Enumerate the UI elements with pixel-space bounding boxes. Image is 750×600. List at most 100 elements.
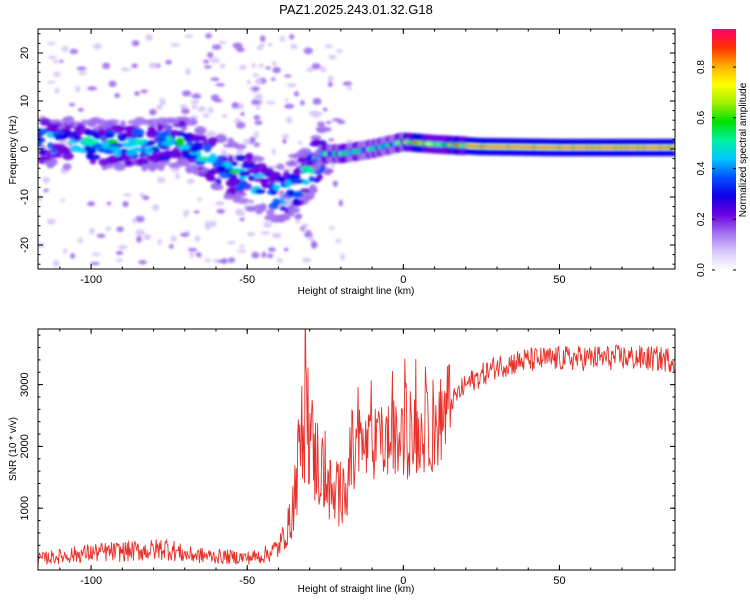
spectrogram-cell bbox=[297, 156, 306, 162]
spectrogram-cell bbox=[181, 108, 190, 115]
spectrogram-ytick-label: -20 bbox=[19, 237, 31, 253]
snr-series-line bbox=[38, 329, 675, 565]
snr-frame bbox=[37, 328, 676, 571]
spectrogram-cell bbox=[317, 121, 325, 127]
spectrogram-cell bbox=[105, 132, 114, 139]
spectrogram-cell bbox=[327, 75, 334, 83]
spectrogram-cell bbox=[252, 73, 260, 78]
spectrogram-cell bbox=[91, 252, 101, 256]
spectrogram-cell bbox=[223, 143, 237, 148]
spectrogram-cell bbox=[297, 214, 303, 219]
spectrogram-cell bbox=[196, 156, 209, 162]
spectrogram-cell bbox=[255, 105, 261, 110]
spectrogram-cell bbox=[327, 81, 333, 88]
spectrogram-cell bbox=[170, 43, 181, 47]
spectrogram-cell bbox=[157, 151, 171, 156]
spectrogram-cell bbox=[189, 251, 195, 259]
spectrogram-cell bbox=[236, 197, 250, 204]
spectrogram-cell bbox=[258, 63, 264, 68]
spectrogram-cell bbox=[89, 227, 95, 235]
spectrogram-cell bbox=[189, 115, 199, 120]
spectrogram-cell bbox=[260, 231, 270, 235]
spectrogram-cell bbox=[240, 112, 245, 117]
spectrogram-cell bbox=[190, 99, 200, 105]
spectrogram-cell bbox=[38, 128, 48, 135]
spectrogram-cell bbox=[273, 218, 281, 223]
spectrogram-cell bbox=[253, 131, 260, 138]
spectrogram-cell bbox=[302, 257, 312, 263]
spectrogram-cell bbox=[210, 220, 217, 227]
spectrogram-cell bbox=[156, 162, 165, 171]
spectrogram-cell bbox=[68, 103, 76, 107]
snr-ylabel: SNR (10 * v/v) bbox=[8, 417, 19, 481]
snr-xtick-label: 50 bbox=[553, 575, 565, 587]
spectrogram-cell bbox=[52, 59, 61, 64]
spectrogram-cell bbox=[209, 57, 220, 64]
spectrogram-cell bbox=[156, 123, 164, 132]
spectrogram-cell bbox=[69, 48, 79, 55]
spectrogram-cell bbox=[186, 178, 195, 184]
snr-xtick-label: -50 bbox=[239, 575, 255, 587]
spectrogram-cell bbox=[303, 47, 313, 55]
spectrogram-cell bbox=[337, 120, 346, 125]
spectrogram-ytick-label: 10 bbox=[19, 95, 31, 107]
spectrogram-cell bbox=[279, 190, 285, 195]
spectrogram-cell bbox=[136, 235, 142, 243]
snr-xlabel: Height of straight line (km) bbox=[298, 584, 415, 595]
snr-ytick-label: 1000 bbox=[19, 496, 31, 520]
spectrogram-cell bbox=[49, 119, 63, 124]
spectrogram-cell bbox=[239, 64, 247, 71]
spectrogram-cell bbox=[96, 233, 106, 238]
spectrogram-cell bbox=[235, 121, 246, 129]
spectrogram-cell bbox=[342, 81, 353, 86]
spectrogram-cell bbox=[47, 80, 56, 84]
spectrogram-cell bbox=[38, 139, 43, 148]
spectrogram-cell bbox=[131, 63, 138, 69]
spectrogram-cell bbox=[328, 138, 335, 142]
spectrogram-cell bbox=[134, 91, 140, 96]
spectrogram-cell bbox=[669, 138, 675, 145]
spectrogram-cell bbox=[68, 139, 77, 144]
spectrogram-cell bbox=[227, 154, 234, 164]
spectrogram-xtick-label: 0 bbox=[400, 274, 406, 286]
spectrogram-cell bbox=[324, 44, 333, 49]
spectrogram-cell bbox=[254, 188, 266, 194]
spectrogram-cell bbox=[179, 104, 188, 110]
spectrogram-cell bbox=[116, 258, 123, 263]
spectrogram-cell bbox=[157, 176, 166, 184]
spectrogram-cell bbox=[166, 136, 174, 143]
spectrogram-cell bbox=[51, 143, 66, 149]
spectrogram-cell bbox=[181, 90, 192, 97]
spectrogram-cell bbox=[202, 112, 210, 118]
spectrogram-cell bbox=[297, 141, 304, 145]
snr-xtick-label: -100 bbox=[80, 575, 102, 587]
spectrogram-cell bbox=[215, 83, 225, 87]
spectrogram-cell bbox=[86, 118, 96, 128]
spectrogram-ylabel: Frequency (Hz) bbox=[8, 116, 19, 185]
spectrogram-cell bbox=[47, 142, 54, 150]
spectrogram-cell bbox=[110, 124, 122, 130]
spectrogram-cell bbox=[272, 66, 281, 74]
spectrogram-cell bbox=[249, 136, 256, 143]
spectrogram-cell bbox=[233, 117, 242, 124]
spectrogram-cell bbox=[80, 119, 88, 125]
spectrogram-cell bbox=[140, 89, 148, 94]
spectrogram-cell bbox=[182, 154, 196, 160]
spectrogram-cell bbox=[285, 116, 293, 124]
spectrogram-cell bbox=[48, 124, 59, 134]
spectrogram-cell bbox=[223, 193, 235, 200]
spectrogram-cell bbox=[203, 143, 212, 153]
spectrogram-cell bbox=[205, 169, 216, 177]
snr-ytick-label: 2000 bbox=[19, 434, 31, 458]
spectrogram-cell bbox=[243, 138, 252, 145]
spectrogram-cell bbox=[180, 149, 190, 155]
spectrogram-cell bbox=[120, 120, 126, 128]
spectrogram-cell bbox=[285, 203, 291, 208]
spectrogram-cell bbox=[207, 106, 214, 114]
spectrogram-cell bbox=[54, 152, 63, 158]
spectrogram-cell bbox=[266, 208, 275, 216]
spectrogram-cell bbox=[328, 54, 337, 60]
spectrogram-cell bbox=[146, 129, 158, 139]
spectrogram-cell bbox=[252, 177, 266, 182]
